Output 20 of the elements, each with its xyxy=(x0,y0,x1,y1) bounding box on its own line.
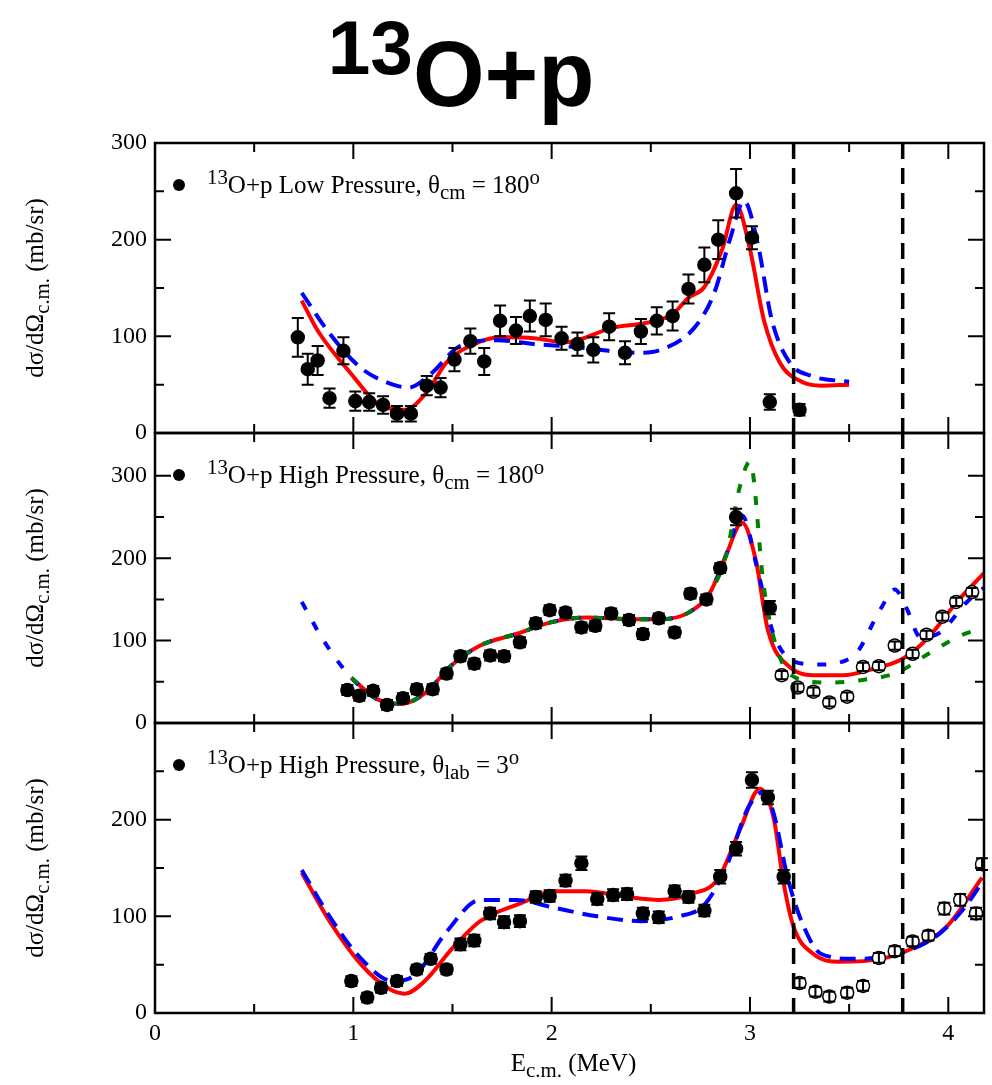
legend-label: $^{13}$O+p Low Pressure, θ$_{cm}$ = 180$^{o}$ xyxy=(207,165,540,206)
chart-title: $^{13}$O+p xyxy=(327,4,595,125)
legend-label: $^{13}$O+p High Pressure, θ$_{lab}$ = 3$^{o}$ xyxy=(207,745,520,786)
x-tick-label: 3 xyxy=(743,1018,756,1045)
y-tick-label: 0 xyxy=(135,708,147,735)
x-axis-title: E$_{c.m.}$ (MeV) xyxy=(509,1049,638,1083)
x-tick-label: 2 xyxy=(545,1018,558,1045)
y-tick-label: 200 xyxy=(111,543,147,570)
y-tick-label: 100 xyxy=(111,901,147,928)
x-tick-label: 1 xyxy=(347,1018,360,1045)
y-tick-label: 300 xyxy=(111,128,147,155)
y-tick-label: 200 xyxy=(111,804,147,831)
y-tick-label: 100 xyxy=(111,321,147,348)
legend-label: $^{13}$O+p High Pressure, θ$_{cm}$ = 180$^{o}$ xyxy=(207,455,545,496)
y-tick-label: 0 xyxy=(135,418,147,445)
x-tick-label: 4 xyxy=(942,1018,955,1045)
y-tick-label: 100 xyxy=(111,625,147,652)
y-tick-label: 300 xyxy=(111,461,147,488)
y-tick-label: 0 xyxy=(135,998,147,1025)
y-tick-label: 200 xyxy=(111,224,147,251)
